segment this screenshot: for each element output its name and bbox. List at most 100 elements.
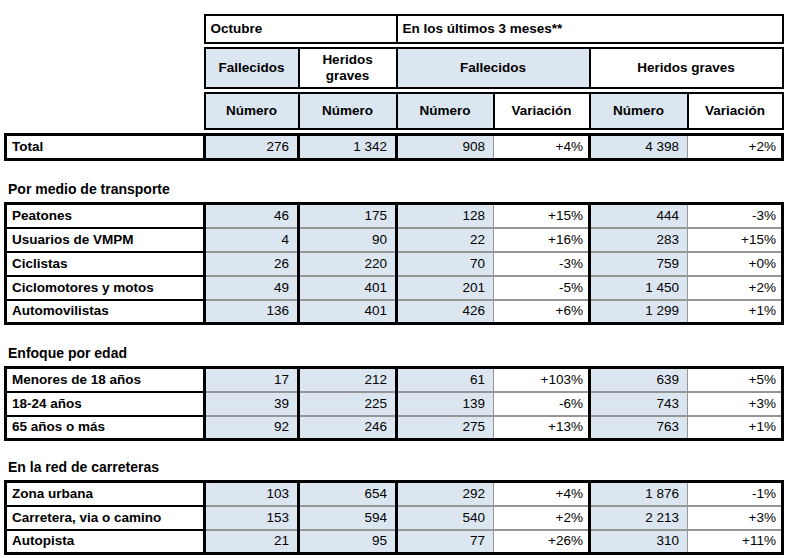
numero-cell: 444 (590, 204, 688, 228)
table-row: Carretera, via o camino 153 594 540 +2% … (6, 506, 783, 530)
col-header-oct-fallecidos: Fallecidos (205, 48, 299, 88)
summary-header-table: Octubre En los últimos 3 meses** Falleci… (4, 14, 784, 161)
row-label-cell: 18-24 años (6, 392, 205, 416)
header-spacer (6, 93, 205, 129)
section-transporte: Por medio de transporte Peatones 46 175 … (4, 181, 784, 325)
variacion-cell: +6% (494, 300, 590, 324)
numero-cell: 594 (299, 506, 397, 530)
variacion-cell: +4% (494, 482, 590, 506)
variacion-cell: -1% (688, 482, 783, 506)
variacion-cell: +15% (494, 204, 590, 228)
numero-cell: 275 (397, 416, 494, 440)
section-carreteras: En la red de carreteras Zona urbana 103 … (4, 459, 784, 555)
table-row: Autopista 21 95 77 +26% 310 +11% (6, 530, 783, 554)
col-header-oct-heridos-graves: Heridos graves (299, 48, 397, 88)
numero-cell: 212 (299, 368, 397, 392)
numero-cell: 401 (299, 300, 397, 324)
numero-cell: 103 (205, 482, 299, 506)
numero-cell: 95 (299, 530, 397, 554)
numero-cell: 2 213 (590, 506, 688, 530)
numero-cell: 759 (590, 252, 688, 276)
numero-cell: 763 (590, 416, 688, 440)
variacion-cell: -3% (688, 204, 783, 228)
numero-cell: 4 398 (590, 135, 688, 160)
row-label-cell: Automovilistas (6, 300, 205, 324)
section-title: En la red de carreteras (8, 459, 784, 475)
row-label-cell: Ciclomotores y motos (6, 276, 205, 300)
variacion-cell: -6% (494, 392, 590, 416)
col-group-octubre: Octubre (205, 15, 397, 43)
numero-cell: 26 (205, 252, 299, 276)
row-label-cell: Carretera, via o camino (6, 506, 205, 530)
col-group-ultimos-3-meses: En los últimos 3 meses** (397, 15, 783, 43)
numero-cell: 61 (397, 368, 494, 392)
variacion-cell: +4% (494, 135, 590, 160)
numero-cell: 22 (397, 228, 494, 252)
carreteras-table: Zona urbana 103 654 292 +4% 1 876 -1% Ca… (4, 480, 784, 555)
numero-cell: 49 (205, 276, 299, 300)
variacion-cell: +2% (688, 135, 783, 160)
row-label-cell: Zona urbana (6, 482, 205, 506)
numero-cell: 39 (205, 392, 299, 416)
variacion-cell: +5% (688, 368, 783, 392)
variacion-cell: -5% (494, 276, 590, 300)
numero-cell: 1 342 (299, 135, 397, 160)
numero-cell: 70 (397, 252, 494, 276)
variacion-cell: -3% (494, 252, 590, 276)
col-header-variacion: Variación (688, 93, 783, 129)
table-row: Menores de 18 años 17 212 61 +103% 639 +… (6, 368, 783, 392)
numero-cell: 310 (590, 530, 688, 554)
table-row: Usuarios de VMPM 4 90 22 +16% 283 +15% (6, 228, 783, 252)
total-row: Total 276 1 342 908 +4% 4 398 +2% (6, 135, 783, 160)
numero-cell: 201 (397, 276, 494, 300)
numero-cell: 220 (299, 252, 397, 276)
numero-cell: 136 (205, 300, 299, 324)
numero-cell: 90 (299, 228, 397, 252)
numero-cell: 246 (299, 416, 397, 440)
numero-cell: 743 (590, 392, 688, 416)
numero-cell: 17 (205, 368, 299, 392)
col-header-variacion: Variación (494, 93, 590, 129)
col-header-3m-fallecidos: Fallecidos (397, 48, 590, 88)
numero-cell: 225 (299, 392, 397, 416)
numero-cell: 1 450 (590, 276, 688, 300)
numero-cell: 276 (205, 135, 299, 160)
table-row: 65 años o más 92 246 275 +13% 763 +1% (6, 416, 783, 440)
variacion-cell: +16% (494, 228, 590, 252)
numero-cell: 128 (397, 204, 494, 228)
table-row: Peatones 46 175 128 +15% 444 -3% (6, 204, 783, 228)
row-label-cell: Ciclistas (6, 252, 205, 276)
numero-cell: 540 (397, 506, 494, 530)
table-row: 18-24 años 39 225 139 -6% 743 +3% (6, 392, 783, 416)
row-label-cell: Peatones (6, 204, 205, 228)
row-label-cell: Autopista (6, 530, 205, 554)
numero-cell: 46 (205, 204, 299, 228)
variacion-cell: +1% (688, 416, 783, 440)
numero-cell: 908 (397, 135, 494, 160)
col-header-numero: Número (397, 93, 494, 129)
numero-cell: 426 (397, 300, 494, 324)
table-row: Ciclistas 26 220 70 -3% 759 +0% (6, 252, 783, 276)
table-row: Ciclomotores y motos 49 401 201 -5% 1 45… (6, 276, 783, 300)
numero-cell: 4 (205, 228, 299, 252)
numero-cell: 292 (397, 482, 494, 506)
transporte-table: Peatones 46 175 128 +15% 444 -3% Usuario… (4, 202, 784, 325)
variacion-cell: +3% (688, 506, 783, 530)
row-label-cell: Usuarios de VMPM (6, 228, 205, 252)
table-row: Zona urbana 103 654 292 +4% 1 876 -1% (6, 482, 783, 506)
variacion-cell: +2% (494, 506, 590, 530)
numero-cell: 401 (299, 276, 397, 300)
variacion-cell: +13% (494, 416, 590, 440)
table-row: Automovilistas 136 401 426 +6% 1 299 +1% (6, 300, 783, 324)
edad-table: Menores de 18 años 17 212 61 +103% 639 +… (4, 366, 784, 441)
col-header-3m-heridos-graves: Heridos graves (590, 48, 783, 88)
variacion-cell: +26% (494, 530, 590, 554)
section-edad: Enfoque por edad Menores de 18 años 17 2… (4, 345, 784, 441)
numero-cell: 283 (590, 228, 688, 252)
numero-cell: 1 876 (590, 482, 688, 506)
variacion-cell: +2% (688, 276, 783, 300)
header-spacer (6, 48, 205, 88)
row-label-cell: 65 años o más (6, 416, 205, 440)
row-label-cell: Menores de 18 años (6, 368, 205, 392)
col-header-numero: Número (299, 93, 397, 129)
